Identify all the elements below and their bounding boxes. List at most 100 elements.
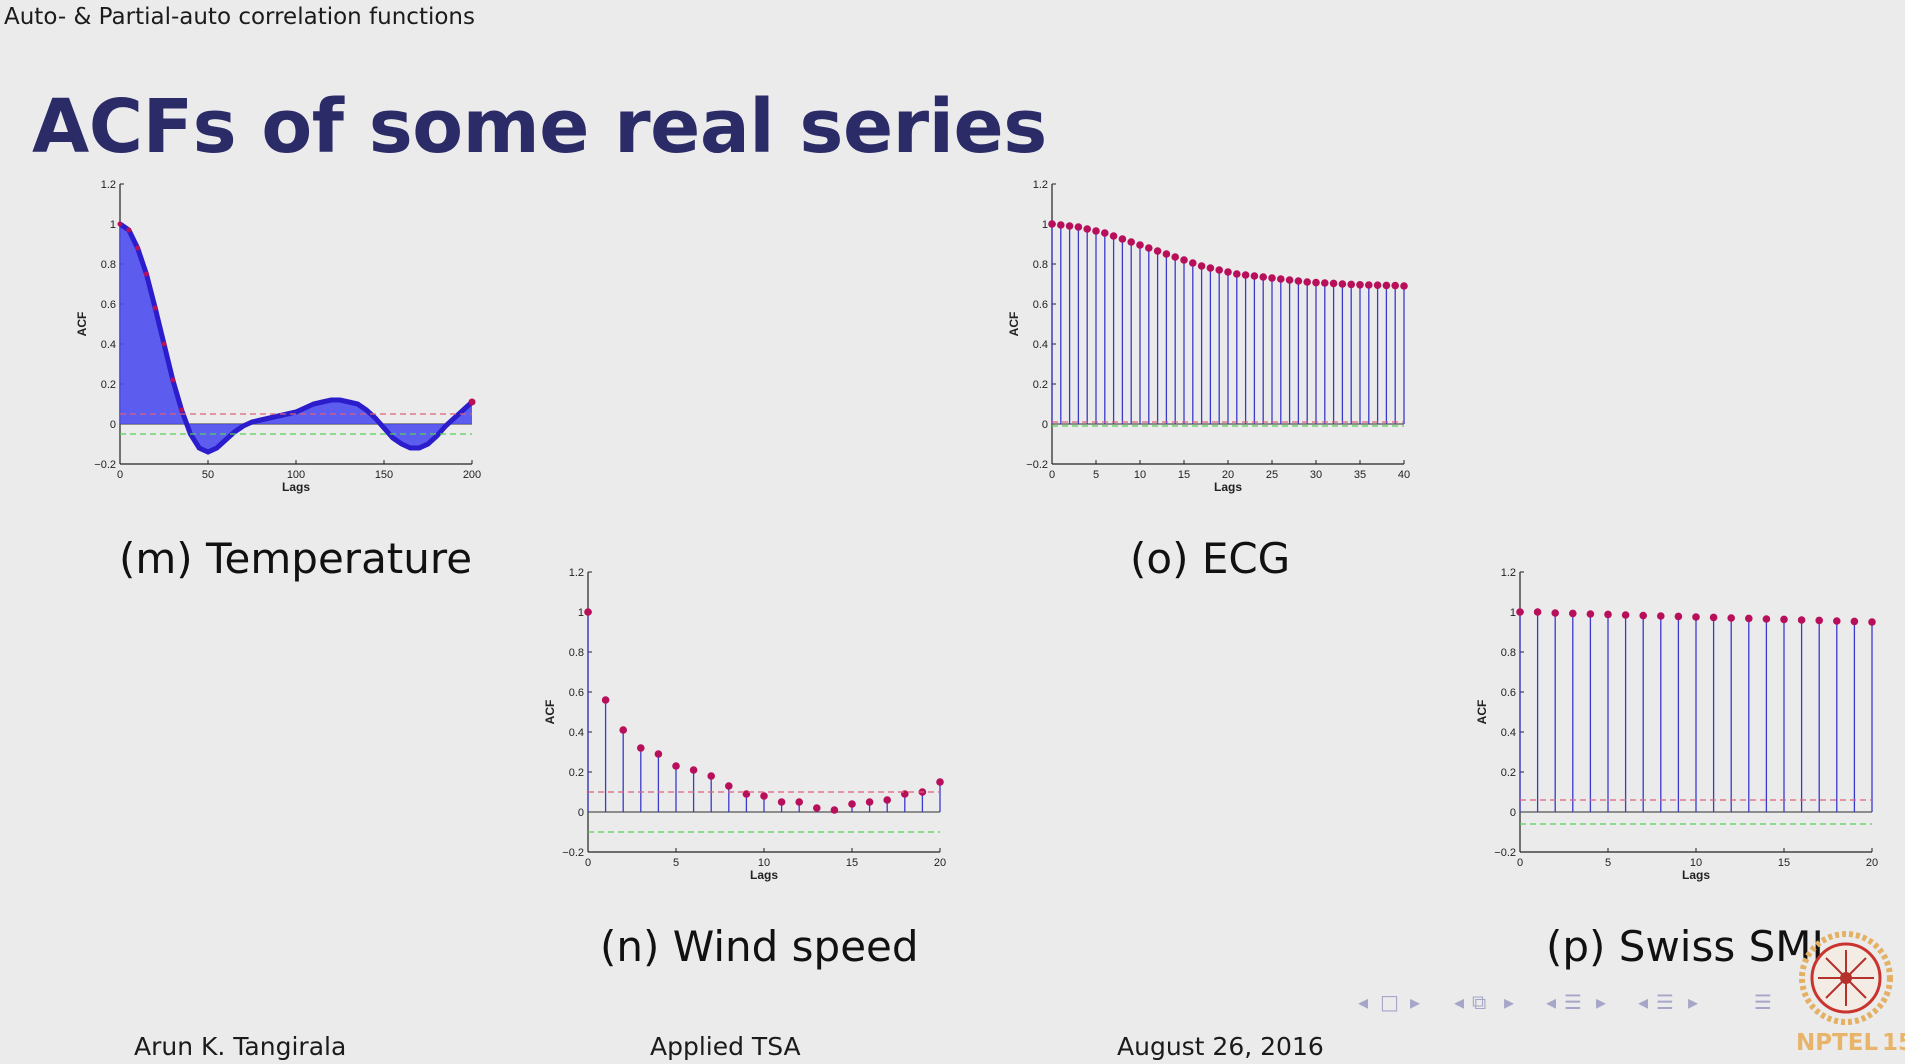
nav-next-section-icon[interactable]: ▸	[1688, 990, 1699, 1014]
acf-marker	[179, 407, 185, 413]
y-tick-label: 0.6	[1033, 299, 1048, 311]
acf-marker	[1241, 271, 1250, 279]
page-number: 15	[1882, 1030, 1905, 1056]
acf-marker	[1162, 250, 1171, 258]
nav-prev-section-icon[interactable]: ◂	[1638, 990, 1649, 1014]
acf-marker	[1657, 612, 1665, 620]
acf-marker	[1797, 616, 1806, 624]
acf-marker	[1101, 229, 1109, 237]
y-tick-label: 1.2	[1033, 179, 1048, 191]
acf-marker	[760, 792, 768, 800]
caption-ecg: (o) ECG	[1130, 534, 1291, 583]
nav-next-slide-icon[interactable]: ▸	[1504, 990, 1515, 1014]
acf-marker	[830, 806, 839, 814]
acf-marker	[1621, 611, 1630, 619]
y-tick-label: 0	[1042, 419, 1048, 431]
acf-marker	[1762, 615, 1771, 623]
y-tick-label: 1	[578, 607, 584, 619]
y-tick-label: 1.2	[1501, 567, 1516, 579]
y-axis-label: ACF	[1475, 700, 1489, 725]
acf-marker	[1189, 259, 1197, 267]
y-tick-label: 0	[1510, 807, 1516, 819]
acf-marker	[161, 341, 167, 347]
y-tick-label: 0.8	[1501, 647, 1516, 659]
acf-marker	[848, 800, 856, 808]
acf-marker	[1083, 225, 1091, 233]
x-tick-label: 40	[1398, 469, 1410, 481]
acf-marker	[126, 227, 132, 233]
nptel-logo-icon	[1799, 931, 1893, 1025]
acf-marker	[1639, 611, 1647, 620]
beamer-navigation[interactable]: ◂ □ ▸ ◂ ⧉ ▸ ◂ ☰ ▸ ◂ ☰ ▸ ☰	[1358, 990, 1788, 1014]
acf-marker	[1833, 617, 1841, 625]
x-tick-label: 150	[375, 469, 393, 481]
acf-marker	[1118, 235, 1127, 243]
acf-marker	[170, 377, 176, 383]
nav-prev-subsection-icon[interactable]: ◂	[1546, 990, 1557, 1014]
caption-temperature: (m) Temperature	[119, 534, 473, 583]
y-tick-label: 0.8	[569, 647, 584, 659]
x-tick-label: 10	[758, 857, 770, 869]
x-tick-label: 25	[1266, 469, 1278, 481]
y-tick-label: 0.6	[1501, 687, 1516, 699]
x-tick-label: 0	[585, 857, 591, 869]
acf-marker	[1065, 222, 1074, 230]
nav-prev-frame-icon[interactable]: ◂	[1358, 990, 1369, 1014]
acf-area	[120, 224, 472, 452]
acf-marker	[795, 798, 803, 806]
acf-marker	[468, 398, 476, 406]
acf-marker	[1692, 613, 1700, 621]
acf-marker	[1382, 281, 1391, 290]
nav-next-frame-icon[interactable]: ▸	[1410, 990, 1421, 1014]
nav-prev-slide-icon[interactable]: ◂	[1454, 990, 1465, 1014]
x-tick-label: 5	[1605, 857, 1611, 869]
acf-marker	[1215, 266, 1223, 274]
y-tick-label: −0.2	[94, 459, 116, 471]
nav-next-subsection-icon[interactable]: ▸	[1596, 990, 1607, 1014]
y-tick-label: −0.2	[1026, 459, 1048, 471]
acf-marker	[1127, 238, 1135, 246]
nav-section-icon[interactable]: ☰	[1656, 990, 1674, 1014]
x-tick-label: 10	[1690, 857, 1702, 869]
y-axis-label: ACF	[75, 312, 89, 337]
y-tick-label: 0.4	[1033, 339, 1048, 351]
acf-marker	[813, 804, 821, 812]
acf-marker	[689, 766, 698, 774]
acf-marker	[1233, 270, 1241, 278]
acf-marker	[1373, 281, 1382, 289]
nav-toc-icon[interactable]: ☰	[1754, 990, 1772, 1014]
acf-marker	[1312, 278, 1320, 287]
y-tick-label: 0	[578, 807, 584, 819]
acf-marker	[707, 772, 715, 780]
x-tick-label: 0	[1049, 469, 1055, 481]
nav-slides-icon[interactable]: ⧉	[1472, 990, 1487, 1014]
acf-marker	[1224, 268, 1232, 276]
nav-frame-icon[interactable]: □	[1380, 990, 1399, 1014]
nptel-logo-text: NPTEL	[1796, 1030, 1879, 1056]
x-tick-label: 5	[673, 857, 679, 869]
acf-line	[118, 221, 474, 455]
acf-marker	[865, 798, 874, 806]
acf-marker	[1533, 608, 1542, 616]
x-tick-label: 15	[1778, 857, 1790, 869]
acf-marker	[1391, 281, 1399, 290]
acf-marker	[1048, 220, 1056, 228]
nav-subsection-icon[interactable]: ☰	[1564, 990, 1582, 1014]
acf-marker	[1338, 280, 1347, 288]
y-tick-label: 0.2	[1501, 767, 1516, 779]
x-tick-label: 10	[1134, 469, 1146, 481]
acf-marker	[672, 762, 680, 770]
acf-marker	[1516, 608, 1524, 616]
x-tick-label: 200	[463, 469, 481, 481]
y-tick-label: 0.8	[101, 259, 116, 271]
footer-course: Applied TSA	[650, 1032, 801, 1061]
acf-marker	[1057, 221, 1065, 229]
acf-marker	[1092, 227, 1100, 235]
acf-marker	[1586, 610, 1595, 618]
acf-marker	[601, 696, 610, 704]
acf-marker	[1569, 609, 1577, 618]
y-tick-label: 0.6	[101, 299, 116, 311]
acf-marker	[1206, 264, 1215, 272]
